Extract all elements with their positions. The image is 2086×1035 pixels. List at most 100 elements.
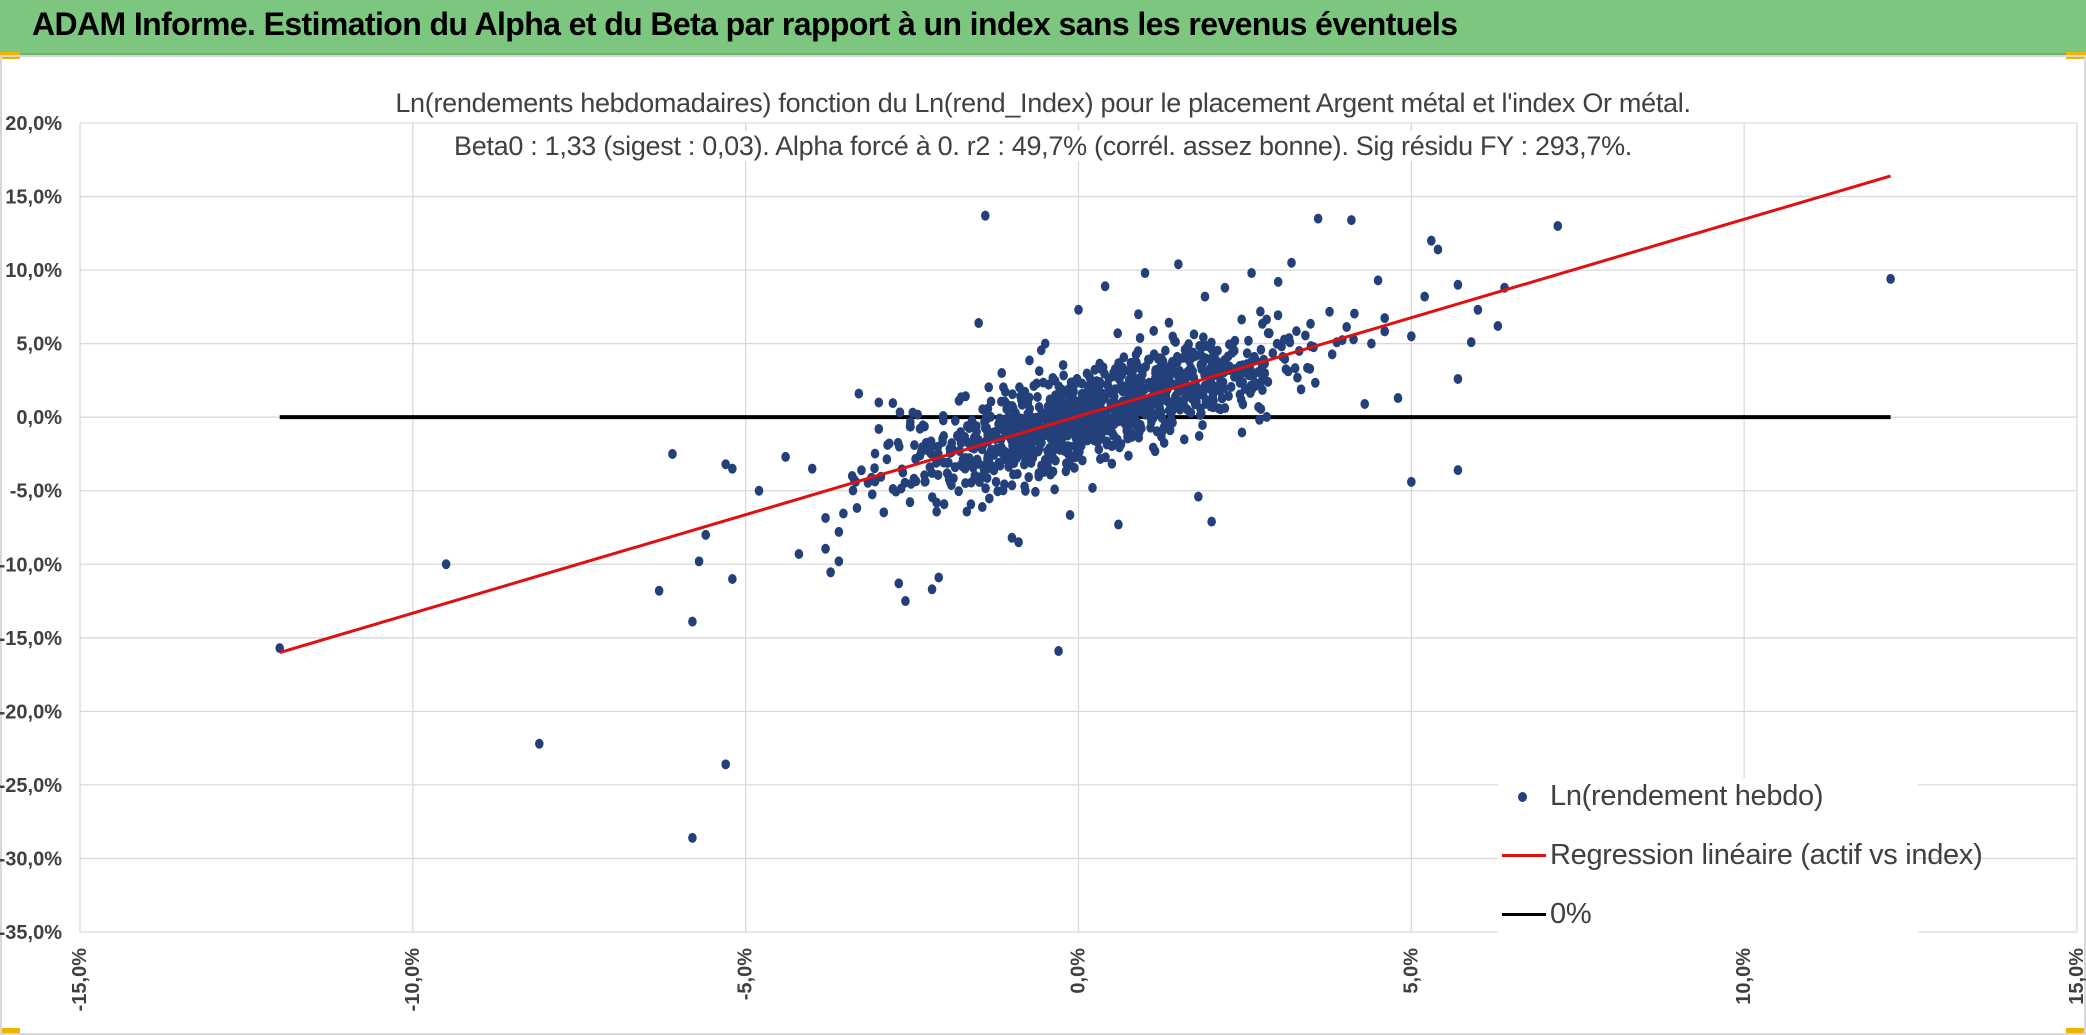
scatter-point (1116, 384, 1126, 395)
scatter-point (956, 392, 966, 403)
scatter-point (1277, 341, 1286, 352)
scatter-point (1311, 377, 1320, 388)
scatter-point (1161, 371, 1171, 382)
scatter-point (1049, 444, 1059, 455)
scatter-point (1024, 392, 1034, 403)
scatter-point (1305, 363, 1315, 374)
scatter-point (1140, 268, 1150, 279)
scatter-point (1174, 386, 1184, 397)
scatter-point (1065, 510, 1075, 521)
scatter-point (794, 548, 804, 559)
scatter-point (1092, 376, 1101, 387)
scatter-point (1122, 405, 1132, 416)
scatter-point (1031, 486, 1040, 497)
scatter-point (1137, 423, 1146, 434)
chart-title-line-2: Beta0 : 1,33 (sigest : 0,03). Alpha forc… (0, 131, 2086, 162)
scatter-point (1034, 366, 1044, 377)
scatter-point (1258, 318, 1267, 329)
scatter-point (1125, 374, 1134, 385)
scatter-point (989, 465, 999, 476)
scatter-point (961, 478, 970, 489)
scatter-point (1292, 326, 1301, 337)
scatter-point (1048, 413, 1057, 424)
scatter-point (950, 415, 960, 426)
scatter-point (1283, 366, 1293, 377)
scatter-point (1119, 352, 1129, 363)
scatter-point (1217, 393, 1227, 404)
scatter-point (1453, 373, 1463, 384)
scatter-point (1192, 396, 1201, 407)
scatter-point (1360, 398, 1370, 409)
scatter-point (1104, 381, 1113, 392)
scatter-point (1420, 291, 1429, 302)
legend-item-zero: 0% (1498, 896, 1592, 932)
scatter-point (1224, 391, 1233, 402)
scatter-point (1071, 439, 1081, 450)
scatter-point (1035, 443, 1044, 454)
scatter-point (1109, 430, 1119, 441)
scatter-point (1094, 444, 1104, 455)
scatter-point (1056, 404, 1066, 415)
scatter-point (983, 430, 992, 441)
scatter-point (895, 407, 905, 418)
scatter-point (1100, 281, 1110, 292)
scatter-point (962, 506, 972, 517)
scatter-point (995, 460, 1005, 471)
scatter-point (688, 616, 697, 627)
scatter-point (888, 398, 898, 409)
scatter-point (1095, 433, 1105, 444)
scatter-point (1219, 383, 1229, 394)
scatter-point (1107, 458, 1117, 469)
legend-item-regression: Regression linéaire (actif vs index) (1498, 837, 1983, 873)
scatter-point (1045, 394, 1055, 405)
scatter-point (1168, 368, 1177, 379)
scatter-point (1244, 335, 1253, 346)
scatter-point (1427, 235, 1436, 246)
scatter-point (1262, 411, 1272, 422)
scatter-point (754, 485, 764, 496)
scatter-point (1206, 366, 1215, 377)
scatter-point (1197, 341, 1207, 352)
scatter-point (1553, 220, 1563, 231)
scatter-point (983, 403, 993, 414)
scatter-point (1046, 433, 1056, 444)
scatter-point (1254, 402, 1263, 413)
scatter-point (1033, 435, 1042, 446)
scatter-point (1004, 461, 1013, 472)
scatter-point (911, 476, 921, 487)
scatter-point (934, 572, 944, 583)
scatter-point (1115, 361, 1124, 372)
scatter-point (1184, 339, 1193, 350)
scatter-point (1024, 472, 1034, 483)
scatter-point (1071, 452, 1080, 463)
scatter-point (894, 441, 904, 452)
scatter-point (906, 421, 915, 432)
scatter-point (1096, 364, 1106, 375)
legend-label-scatter: Ln(rendement hebdo) (1550, 779, 1824, 812)
scatter-point (1235, 389, 1245, 400)
scatter-point (908, 407, 918, 418)
scatter-point (1059, 370, 1068, 381)
scatter-point (1196, 409, 1205, 420)
scatter-point (874, 397, 884, 408)
scatter-point (894, 578, 904, 589)
scatter-point (915, 423, 925, 434)
scatter-point (1407, 476, 1416, 487)
scatter-point (1064, 407, 1074, 418)
scatter-point (1244, 370, 1254, 381)
scatter-point (1161, 345, 1170, 356)
scatter-point (1076, 433, 1086, 444)
scatter-point (1407, 331, 1416, 342)
scatter-point (1207, 337, 1216, 348)
scatter-point (998, 485, 1008, 496)
scatter-point (1182, 347, 1191, 358)
scatter-point (974, 318, 983, 329)
scatter-point (1149, 325, 1159, 336)
regression-layer (279, 174, 1892, 654)
scatter-point (991, 429, 1001, 440)
scatter-point (1032, 378, 1041, 389)
legend-item-scatter: Ln(rendement hebdo) (1498, 778, 1824, 814)
scatter-point (1061, 466, 1071, 477)
scatter-point (1133, 346, 1143, 357)
scatter-point (1180, 374, 1190, 385)
